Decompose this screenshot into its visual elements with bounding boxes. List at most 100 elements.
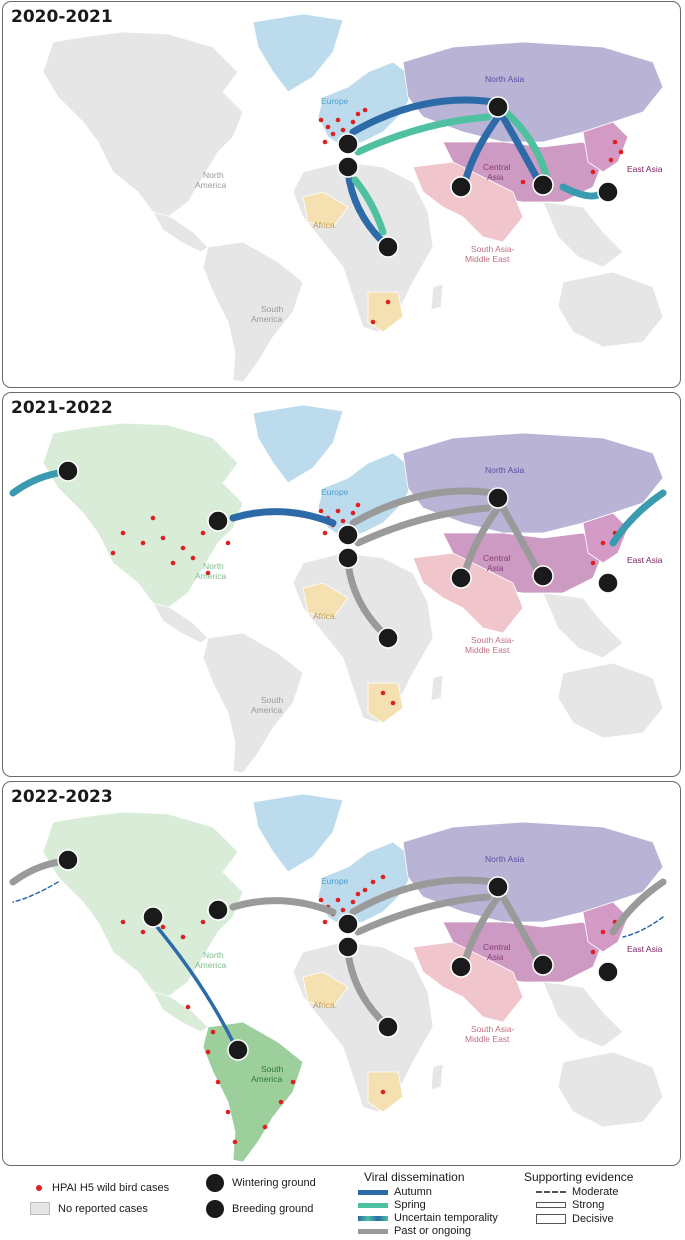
uncertain-arrow — [9, 469, 62, 497]
past-arrow — [499, 893, 542, 964]
label-south-america-1: South — [261, 695, 283, 705]
wintering-ground-icon — [450, 176, 472, 198]
legend-moderate: Moderate — [536, 1186, 618, 1198]
label-central-asia-2: Asia — [487, 172, 504, 182]
wintering-ground-icon — [532, 565, 554, 587]
land-south-africa — [367, 1071, 404, 1113]
land-greenland — [252, 793, 344, 873]
breeding-ground-icon — [206, 1200, 224, 1218]
label-north-america-2: America — [195, 960, 226, 970]
map-panel-2020-2021: 2020-2021 — [2, 1, 681, 388]
world-map: Europe North Asia Central Asia East Asia… — [42, 13, 664, 383]
landmasses — [42, 13, 664, 383]
autumn-arrow — [499, 113, 542, 184]
land-africa — [292, 941, 434, 1113]
legend-cases: HPAI H5 wild bird cases — [36, 1182, 169, 1194]
label-central-asia-2: Asia — [487, 563, 504, 573]
wintering-ground-icon — [227, 1039, 249, 1061]
map-panel-2022-2023: 2022-2023 — [2, 781, 681, 1166]
legend-no-cases-label: No reported cases — [58, 1202, 148, 1215]
legend-past-label: Past or ongoing — [394, 1225, 472, 1237]
label-north-asia: North Asia — [485, 74, 524, 84]
past-arrow — [349, 876, 497, 916]
label-central-asia-1: Central — [483, 942, 511, 952]
uncertain-arrow-icon — [358, 1215, 388, 1221]
land-east-asia — [582, 121, 629, 173]
past-arrow — [499, 504, 542, 575]
wintering-ground-icon — [337, 156, 359, 178]
land-madagascar — [430, 1063, 444, 1091]
map-panel-2021-2022: 2021-2022 — [2, 392, 681, 777]
landmasses — [42, 793, 664, 1163]
label-south-america-2: America — [251, 705, 282, 715]
past-arrow — [609, 878, 667, 936]
wintering-ground-icon — [597, 572, 619, 594]
wintering-ground-icon — [207, 510, 229, 532]
wintering-ground-icon — [207, 899, 229, 921]
land-africa — [292, 552, 434, 724]
decisive-arrow-icon — [536, 1214, 566, 1224]
land-europe — [317, 61, 414, 148]
land-australia — [557, 662, 664, 739]
region-labels: Europe North Asia Central Asia East Asia… — [195, 74, 663, 324]
past-arrow — [344, 948, 387, 1026]
label-europe: Europe — [321, 487, 349, 497]
legend: HPAI H5 wild bird cases No reported case… — [0, 1168, 685, 1240]
land-central-america — [152, 211, 209, 253]
land-south-africa — [367, 682, 404, 724]
wintering-ground-icon — [377, 627, 399, 649]
label-south-asia-2: Middle East — [465, 645, 510, 655]
breeding-ground-icon — [487, 96, 509, 118]
land-south-asia — [412, 941, 524, 1023]
legend-strong: Strong — [536, 1199, 604, 1211]
legend-no-cases: No reported cases — [30, 1202, 148, 1215]
world-map: Europe North Asia Central Asia East Asia… — [9, 404, 667, 774]
uncertain-arrow — [609, 489, 667, 547]
no-cases-swatch-icon — [30, 1202, 50, 1215]
strong-arrow-icon — [536, 1202, 566, 1208]
moderate-arrow-icon — [536, 1191, 566, 1193]
label-south-asia-1: South Asia- — [471, 1024, 515, 1034]
label-north-asia: North Asia — [485, 465, 524, 475]
wintering-ground-icon — [532, 174, 554, 196]
label-central-asia-1: Central — [483, 553, 511, 563]
dissemination-arrows — [9, 469, 667, 637]
breeding-ground-icon — [142, 906, 164, 928]
spring-arrow-icon — [358, 1202, 388, 1208]
breeding-ground-icon — [337, 524, 359, 546]
land-north-america — [42, 811, 244, 998]
legend-past: Past or ongoing — [358, 1225, 471, 1237]
viral-dissemination-heading: Viral dissemination — [364, 1170, 465, 1184]
past-arrow-icon — [358, 1228, 388, 1234]
land-south-asia — [412, 552, 524, 634]
land-greenland — [252, 13, 344, 93]
site-icons — [337, 96, 619, 258]
past-arrow — [229, 897, 337, 916]
label-north-asia: North Asia — [485, 854, 524, 864]
label-south-america-1: South — [261, 1064, 283, 1074]
label-south-asia-2: Middle East — [465, 254, 510, 264]
land-south-america — [202, 632, 304, 774]
breeding-ground-icon — [57, 849, 79, 871]
region-labels: Europe North Asia Central Asia East Asia… — [195, 465, 663, 715]
panel-title: 2022-2023 — [11, 787, 113, 807]
dissemination-arrows — [344, 96, 607, 246]
legend-breeding: Breeding ground — [206, 1200, 313, 1218]
legend-uncertain: Uncertain temporality — [358, 1212, 498, 1224]
land-sahel — [302, 191, 349, 228]
label-europe: Europe — [321, 876, 349, 886]
land-south-asia — [412, 161, 524, 243]
land-south-america — [202, 1021, 304, 1163]
legend-autumn-label: Autumn — [394, 1186, 432, 1198]
wintering-ground-icon — [597, 961, 619, 983]
site-icons — [57, 460, 619, 649]
legend-wintering-label: Wintering ground — [232, 1177, 316, 1189]
land-east-asia — [582, 901, 629, 953]
world-map: Europe North Asia Central Asia East Asia… — [9, 793, 667, 1163]
autumn-arrow — [349, 96, 497, 136]
land-madagascar — [430, 674, 444, 702]
label-east-asia: East Asia — [627, 555, 663, 565]
legend-strong-label: Strong — [572, 1199, 605, 1211]
legend-cases-label: HPAI H5 wild bird cases — [52, 1182, 170, 1194]
land-east-asia — [582, 512, 629, 564]
